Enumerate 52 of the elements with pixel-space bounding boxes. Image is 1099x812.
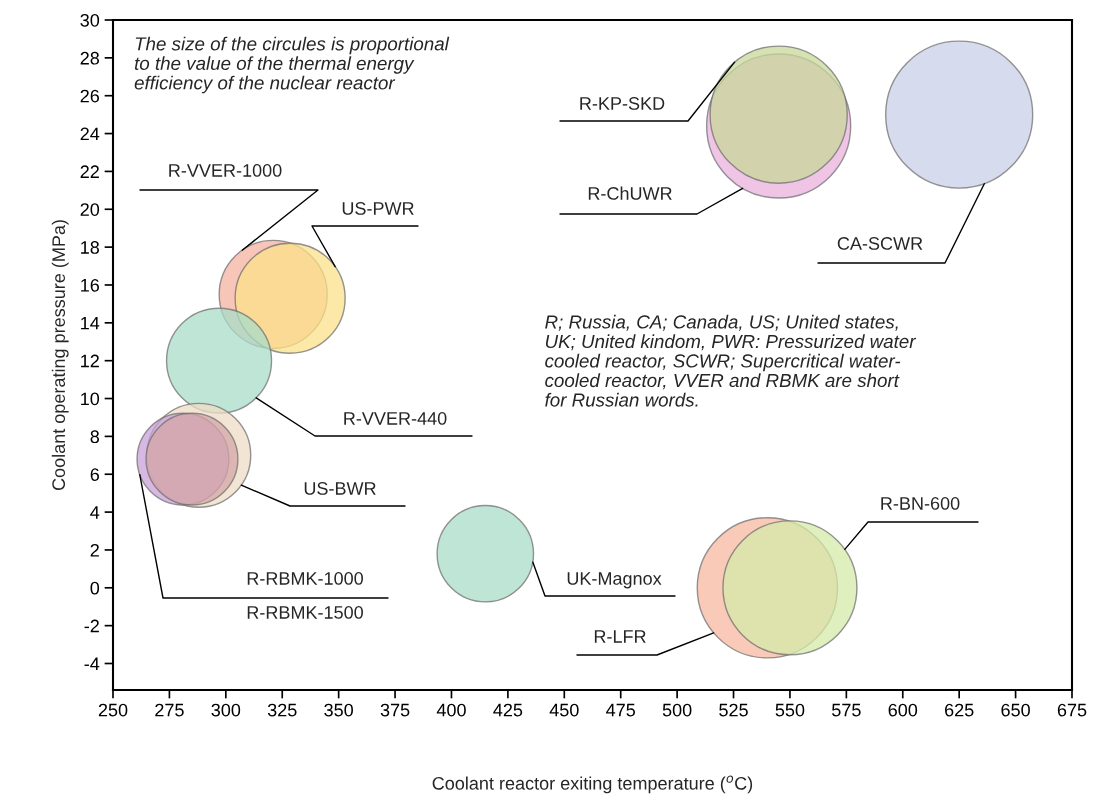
x-tick-label: 675	[1057, 703, 1087, 717]
y-tick-label: 8	[90, 430, 100, 444]
x-tick-label: 650	[1001, 703, 1030, 717]
x-tick-label: 325	[267, 703, 297, 717]
y-tick-label: 14	[81, 316, 100, 330]
x-tick-label: 350	[324, 703, 353, 717]
text: US-BWR	[304, 482, 376, 495]
x-tick-label: 550	[775, 703, 805, 717]
x-tick-label: 600	[888, 703, 918, 717]
y-tick-label: 18	[81, 241, 100, 254]
text: R-BN-600	[881, 497, 960, 510]
annotation: R; Russia, CA; Canada, US; United states, UK; United kindom, PWR: Pressurized water cooled reactor, SCWR; Supercritical water- cooled reactor, VVER and RBMK are short for Russian words.	[545, 314, 917, 407]
y-tick-label: 12	[81, 354, 99, 368]
x-tick-label: 475	[606, 703, 636, 717]
y-tick-label: -4	[84, 657, 100, 671]
x-tick-label: 275	[155, 703, 184, 717]
y-tick-label: 20	[80, 203, 100, 216]
text: R-VVER-440	[344, 412, 447, 425]
text: R-ChUWR	[588, 186, 672, 200]
y-tick-label: 26	[80, 89, 100, 103]
x-tick-label: 500	[662, 703, 692, 717]
x-tick-label: 375	[380, 703, 410, 717]
y-tick-label: 4	[90, 506, 100, 519]
y-tick-label: 6	[90, 468, 100, 481]
x-tick-label: 575	[832, 703, 861, 717]
y-tick-label: 10	[81, 392, 100, 406]
annotation: The size of the circules is proportional to the value of the thermal energy efficiency of the nuclear reactor	[134, 36, 450, 94]
text: CA-SCWR	[837, 237, 923, 250]
x-tick-label: 450	[549, 703, 579, 717]
y-axis-title: Coolant operating pressure (MPa)	[51, 220, 69, 491]
y-tick-label: 16	[81, 278, 100, 292]
x-tick-label: 250	[98, 703, 128, 717]
y-tick-label: 0	[90, 581, 100, 595]
y-tick-label: 22	[80, 165, 99, 178]
text: R-VVER-1000	[169, 164, 282, 177]
text: R-RBMK-1500	[247, 606, 363, 619]
text: R-LFR	[594, 630, 646, 643]
x-tick-label: 425	[493, 703, 523, 717]
text: R-KP-SKD	[580, 97, 665, 110]
x-tick-label: 525	[719, 703, 748, 717]
x-tick-label: 400	[436, 703, 466, 717]
y-tick-label: 24	[80, 127, 100, 141]
y-tick-label: -2	[84, 619, 99, 633]
text: R-RBMK-1000	[247, 572, 363, 585]
x-tick-label: 300	[211, 703, 241, 717]
y-tick-label: 28	[80, 51, 100, 65]
text: US-PWR	[342, 202, 414, 215]
x-axis-title: Coolant reactor exiting temperature ($^{o}$C)	[432, 775, 753, 794]
text: UK-Magnox	[567, 572, 662, 589]
y-tick-label: 2	[90, 543, 99, 557]
x-tick-label: 625	[945, 703, 974, 717]
y-tick-label: 30	[80, 13, 100, 27]
